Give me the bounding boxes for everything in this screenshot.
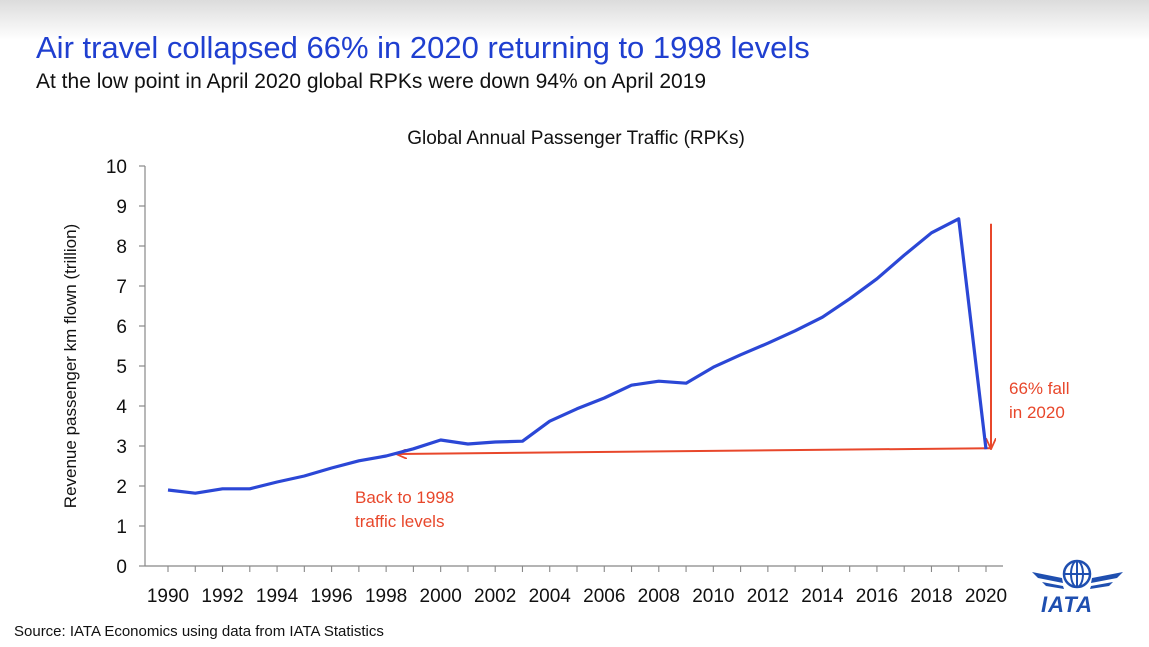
y-tick-label: 10 bbox=[106, 157, 127, 178]
x-tick-label: 2012 bbox=[747, 586, 789, 607]
y-tick-label: 8 bbox=[116, 237, 127, 258]
page-title: Air travel collapsed 66% in 2020 returni… bbox=[36, 30, 810, 65]
y-tick-label: 4 bbox=[116, 397, 127, 418]
y-tick-label: 3 bbox=[116, 437, 127, 458]
x-tick-label: 1992 bbox=[201, 586, 243, 607]
x-tick-label: 2010 bbox=[692, 586, 734, 607]
page-subtitle: At the low point in April 2020 global RP… bbox=[36, 70, 707, 93]
x-tick-label: 1996 bbox=[310, 586, 352, 607]
x-tick-label: 1998 bbox=[365, 586, 407, 607]
chart-title: Global Annual Passenger Traffic (RPKs) bbox=[407, 128, 745, 149]
y-tick-label: 1 bbox=[116, 517, 127, 538]
back-to-1998-arrow bbox=[398, 447, 991, 454]
y-axis-label: Revenue passenger km flown (trillion) bbox=[61, 224, 80, 508]
annotation-1998-text: Back to 1998 bbox=[355, 488, 454, 507]
x-tick-label: 1994 bbox=[256, 586, 299, 607]
annotation-fall-text: 66% fall bbox=[1009, 379, 1069, 398]
x-tick-label: 2004 bbox=[529, 586, 572, 607]
annotation-fall-text: in 2020 bbox=[1009, 403, 1065, 422]
x-tick-label: 1990 bbox=[147, 586, 189, 607]
x-tick-label: 2002 bbox=[474, 586, 516, 607]
x-tick-label: 2006 bbox=[583, 586, 625, 607]
iata-logo-icon bbox=[1032, 559, 1123, 589]
x-tick-label: 2000 bbox=[420, 586, 462, 607]
x-tick-label: 2014 bbox=[801, 586, 844, 607]
iata-logo-text: IATA bbox=[1041, 592, 1094, 617]
x-tick-label: 2008 bbox=[638, 586, 680, 607]
x-tick-label: 2016 bbox=[856, 586, 898, 607]
y-tick-label: 0 bbox=[116, 557, 127, 578]
y-tick-label: 6 bbox=[116, 317, 127, 338]
x-tick-label: 2018 bbox=[910, 586, 952, 607]
annotation-1998-text: traffic levels bbox=[355, 512, 444, 531]
y-tick-label: 5 bbox=[116, 357, 127, 378]
x-tick-label: 2020 bbox=[965, 586, 1007, 607]
y-tick-label: 2 bbox=[116, 477, 127, 498]
series-line-rpks bbox=[167, 217, 988, 495]
y-tick-label: 7 bbox=[116, 277, 127, 298]
y-tick-label: 9 bbox=[116, 197, 127, 218]
source-note: Source: IATA Economics using data from I… bbox=[14, 623, 384, 640]
